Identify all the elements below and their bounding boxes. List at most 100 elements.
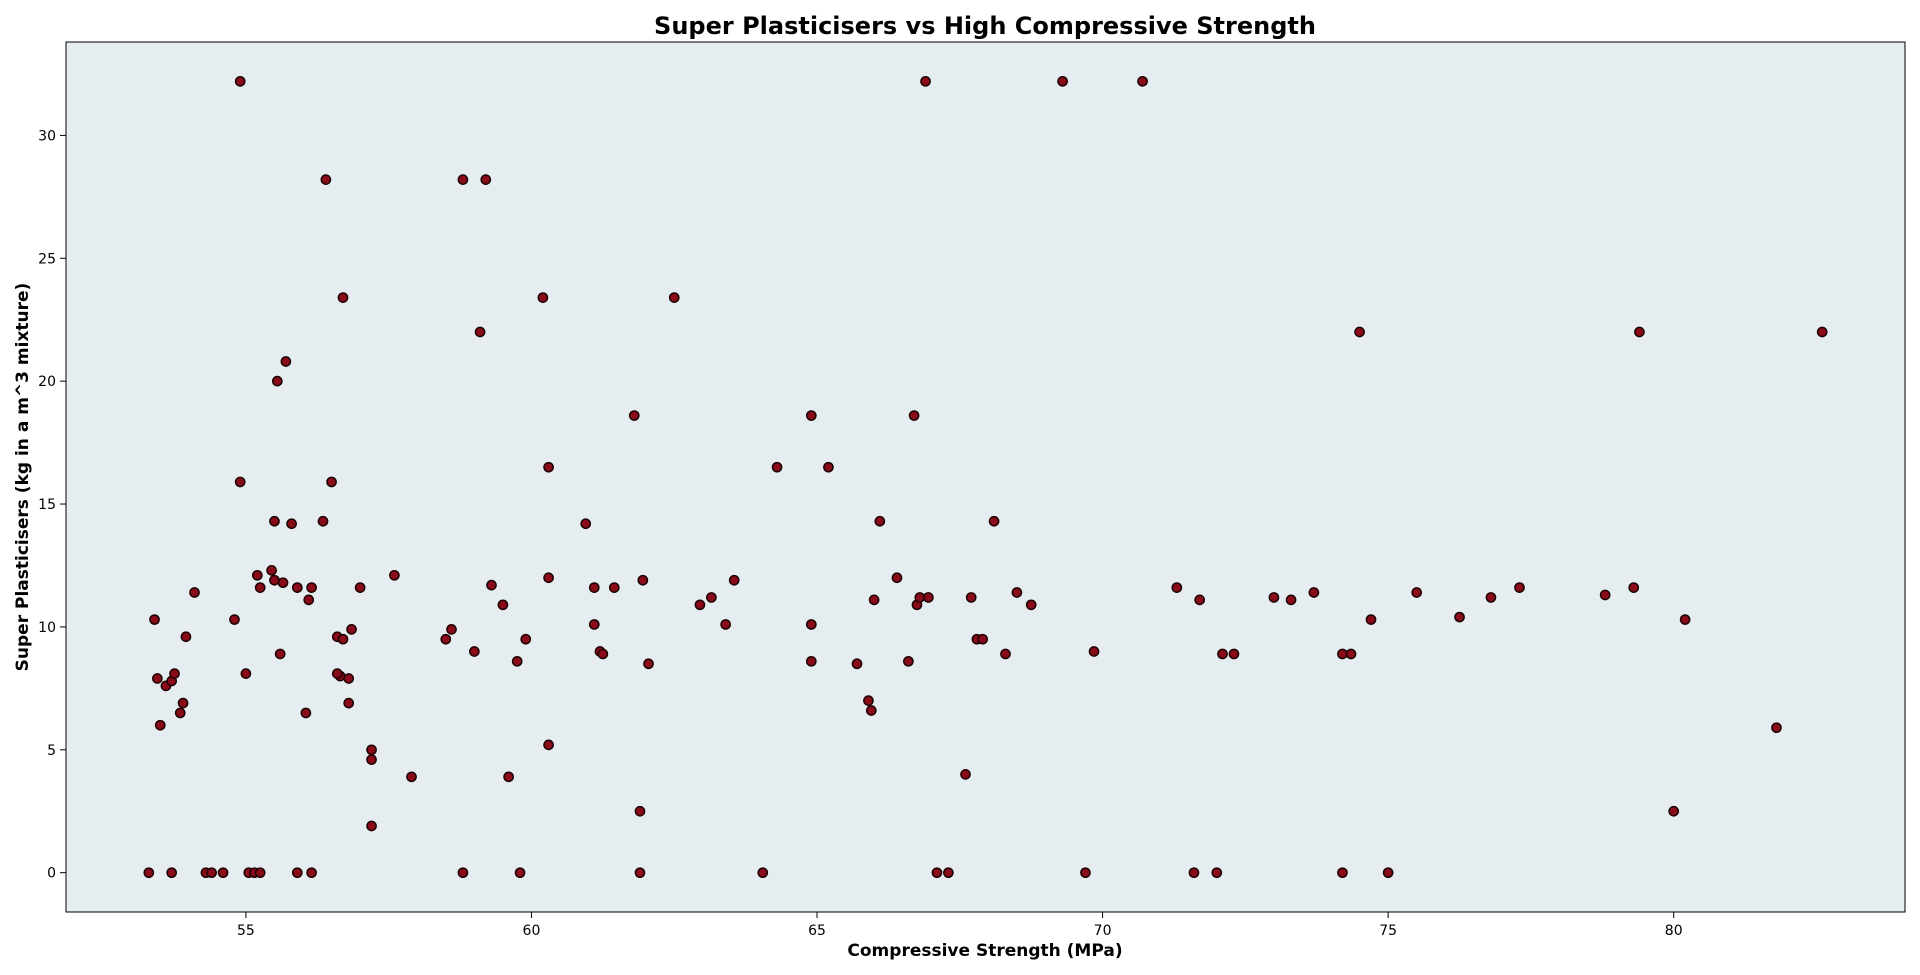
data-point <box>1337 867 1348 879</box>
data-point <box>1268 592 1280 603</box>
data-point <box>720 619 731 630</box>
data-point <box>206 867 217 879</box>
data-point <box>1025 599 1037 611</box>
data-point <box>643 658 654 670</box>
data-point <box>320 174 332 185</box>
data-point <box>271 375 283 387</box>
data-point <box>1599 589 1611 601</box>
data-point <box>486 579 497 591</box>
data-point <box>174 707 186 719</box>
x-tick-label: 75 <box>1379 923 1397 939</box>
data-point <box>1088 646 1100 657</box>
data-point <box>965 592 977 603</box>
data-point <box>497 599 509 611</box>
data-point <box>511 655 523 667</box>
data-point <box>406 771 417 783</box>
data-point <box>291 582 303 593</box>
y-axis: 0 5 10 15 20 25 30 <box>38 128 66 882</box>
data-point <box>149 614 160 625</box>
data-point <box>771 461 783 473</box>
data-point <box>229 614 240 625</box>
data-point <box>457 174 469 185</box>
data-point <box>823 461 834 473</box>
data-point <box>300 707 312 719</box>
data-point <box>1011 587 1023 598</box>
data-point <box>240 668 252 679</box>
data-point <box>1634 326 1645 338</box>
data-point <box>1485 592 1497 603</box>
data-point <box>1668 805 1680 817</box>
data-point <box>343 697 355 709</box>
data-point <box>468 646 480 657</box>
data-point <box>306 582 317 593</box>
data-point <box>366 820 377 832</box>
data-point <box>1211 867 1223 879</box>
data-point <box>874 515 886 527</box>
data-point <box>1194 594 1206 606</box>
data-point <box>269 574 280 586</box>
data-point <box>234 75 246 87</box>
data-point <box>1771 722 1782 734</box>
data-point <box>520 633 532 645</box>
data-point <box>354 582 366 593</box>
data-point <box>266 565 277 576</box>
data-point <box>543 572 554 584</box>
x-axis: 55 60 65 70 75 80 <box>237 912 1683 939</box>
data-point <box>903 655 914 667</box>
data-point <box>169 668 180 679</box>
data-point <box>143 867 155 879</box>
data-point <box>1354 326 1365 338</box>
data-point <box>1137 75 1148 87</box>
y-tick-label: 10 <box>38 620 56 636</box>
data-point <box>851 658 863 670</box>
data-point <box>1217 648 1228 660</box>
data-point <box>628 410 640 421</box>
data-point <box>580 518 592 530</box>
data-points <box>143 75 1828 879</box>
data-point <box>254 867 266 879</box>
data-point <box>1382 867 1394 879</box>
data-point <box>805 619 817 630</box>
data-point <box>234 476 246 488</box>
data-point <box>291 867 303 879</box>
data-point <box>543 461 554 473</box>
data-point <box>931 867 943 879</box>
data-point <box>1514 582 1525 593</box>
data-point <box>280 356 292 367</box>
data-point <box>277 577 289 589</box>
data-point <box>1454 611 1465 623</box>
data-point <box>1365 614 1377 625</box>
data-point <box>637 574 649 586</box>
data-point <box>960 769 971 780</box>
y-tick-label: 15 <box>38 497 56 513</box>
data-point <box>543 739 554 751</box>
data-point <box>180 631 192 643</box>
data-point <box>1171 582 1183 593</box>
data-point <box>331 668 343 679</box>
y-tick-label: 0 <box>47 866 56 882</box>
data-point <box>977 633 988 645</box>
data-point <box>306 867 317 879</box>
chart-title: Super Plasticisers vs High Compressive S… <box>654 12 1316 40</box>
y-tick-label: 25 <box>38 251 56 267</box>
x-tick-label: 55 <box>237 923 255 939</box>
data-point <box>274 648 286 660</box>
data-point <box>1308 587 1320 598</box>
data-point <box>1057 75 1068 87</box>
y-tick-label: 20 <box>38 374 56 390</box>
data-point <box>588 619 600 630</box>
data-point <box>706 592 717 603</box>
data-point <box>389 569 400 581</box>
data-point <box>337 633 349 645</box>
data-point <box>1679 614 1691 625</box>
data-point <box>988 515 1000 527</box>
data-point <box>805 655 817 667</box>
data-point <box>217 867 229 879</box>
data-point <box>1628 582 1640 593</box>
data-point <box>923 592 934 603</box>
data-point <box>588 582 600 593</box>
x-tick-label: 60 <box>523 923 541 939</box>
data-point <box>440 633 452 645</box>
y-tick-label: 30 <box>38 128 56 144</box>
